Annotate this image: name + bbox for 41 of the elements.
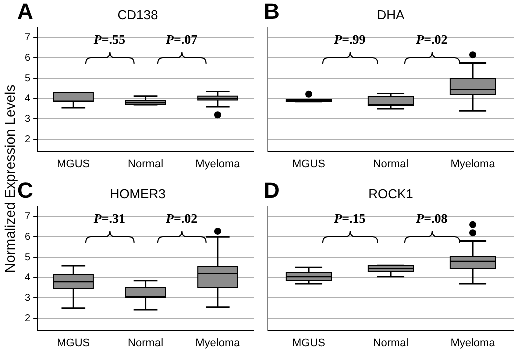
y-tick-label: 6: [25, 52, 31, 64]
y-tick-label: 2: [25, 134, 31, 146]
annotation: P=.15: [334, 211, 366, 226]
text: C: [18, 178, 34, 204]
chart-title: DHA: [377, 7, 406, 22]
chart-title: ROCK1: [368, 186, 414, 202]
annotation: P=.08: [416, 211, 448, 226]
y-tick-label: 7: [25, 32, 31, 44]
y-tick-label: 4: [25, 272, 31, 284]
y-tick-label: 5: [25, 73, 31, 84]
text: B: [264, 0, 280, 24]
y-tick-label: 6: [25, 232, 31, 243]
annotation: P=.02: [416, 32, 448, 48]
x-tick-label: Normal: [128, 337, 164, 350]
annotation: P=.31: [94, 211, 126, 226]
y-axis-title: Normalized Expression Levels: [2, 84, 18, 274]
x-tick-label: Myeloma: [450, 158, 496, 170]
x-tick-label: MGUS: [57, 158, 90, 170]
x-tick-label: Myeloma: [196, 337, 242, 350]
x-tick-label: Normal: [128, 158, 164, 170]
y-tick-label: 3: [25, 292, 31, 304]
x-tick-label: Myeloma: [196, 158, 242, 170]
x-tick-label: MGUS: [292, 337, 326, 350]
y-tick-label: 4: [25, 94, 31, 105]
text: A: [18, 0, 34, 24]
annotation: P=.07: [166, 32, 198, 48]
chart-title: HOMER3: [110, 186, 166, 202]
annotation: P=.02: [166, 211, 198, 226]
y-tick-label: 5: [25, 252, 31, 264]
x-tick-label: Myeloma: [450, 337, 496, 350]
x-tick-label: MGUS: [57, 337, 90, 350]
annotation: P=.99: [334, 32, 366, 48]
y-tick-label: 3: [25, 114, 31, 125]
x-tick-label: Normal: [373, 158, 409, 170]
y-tick-label: 7: [25, 212, 31, 223]
x-tick-label: MGUS: [292, 158, 326, 170]
x-tick-label: Normal: [373, 337, 409, 350]
chart-title: CD138: [118, 7, 158, 22]
annotation: P=.55: [94, 32, 126, 48]
text: D: [264, 178, 280, 204]
y-tick-label: 2: [25, 313, 31, 324]
